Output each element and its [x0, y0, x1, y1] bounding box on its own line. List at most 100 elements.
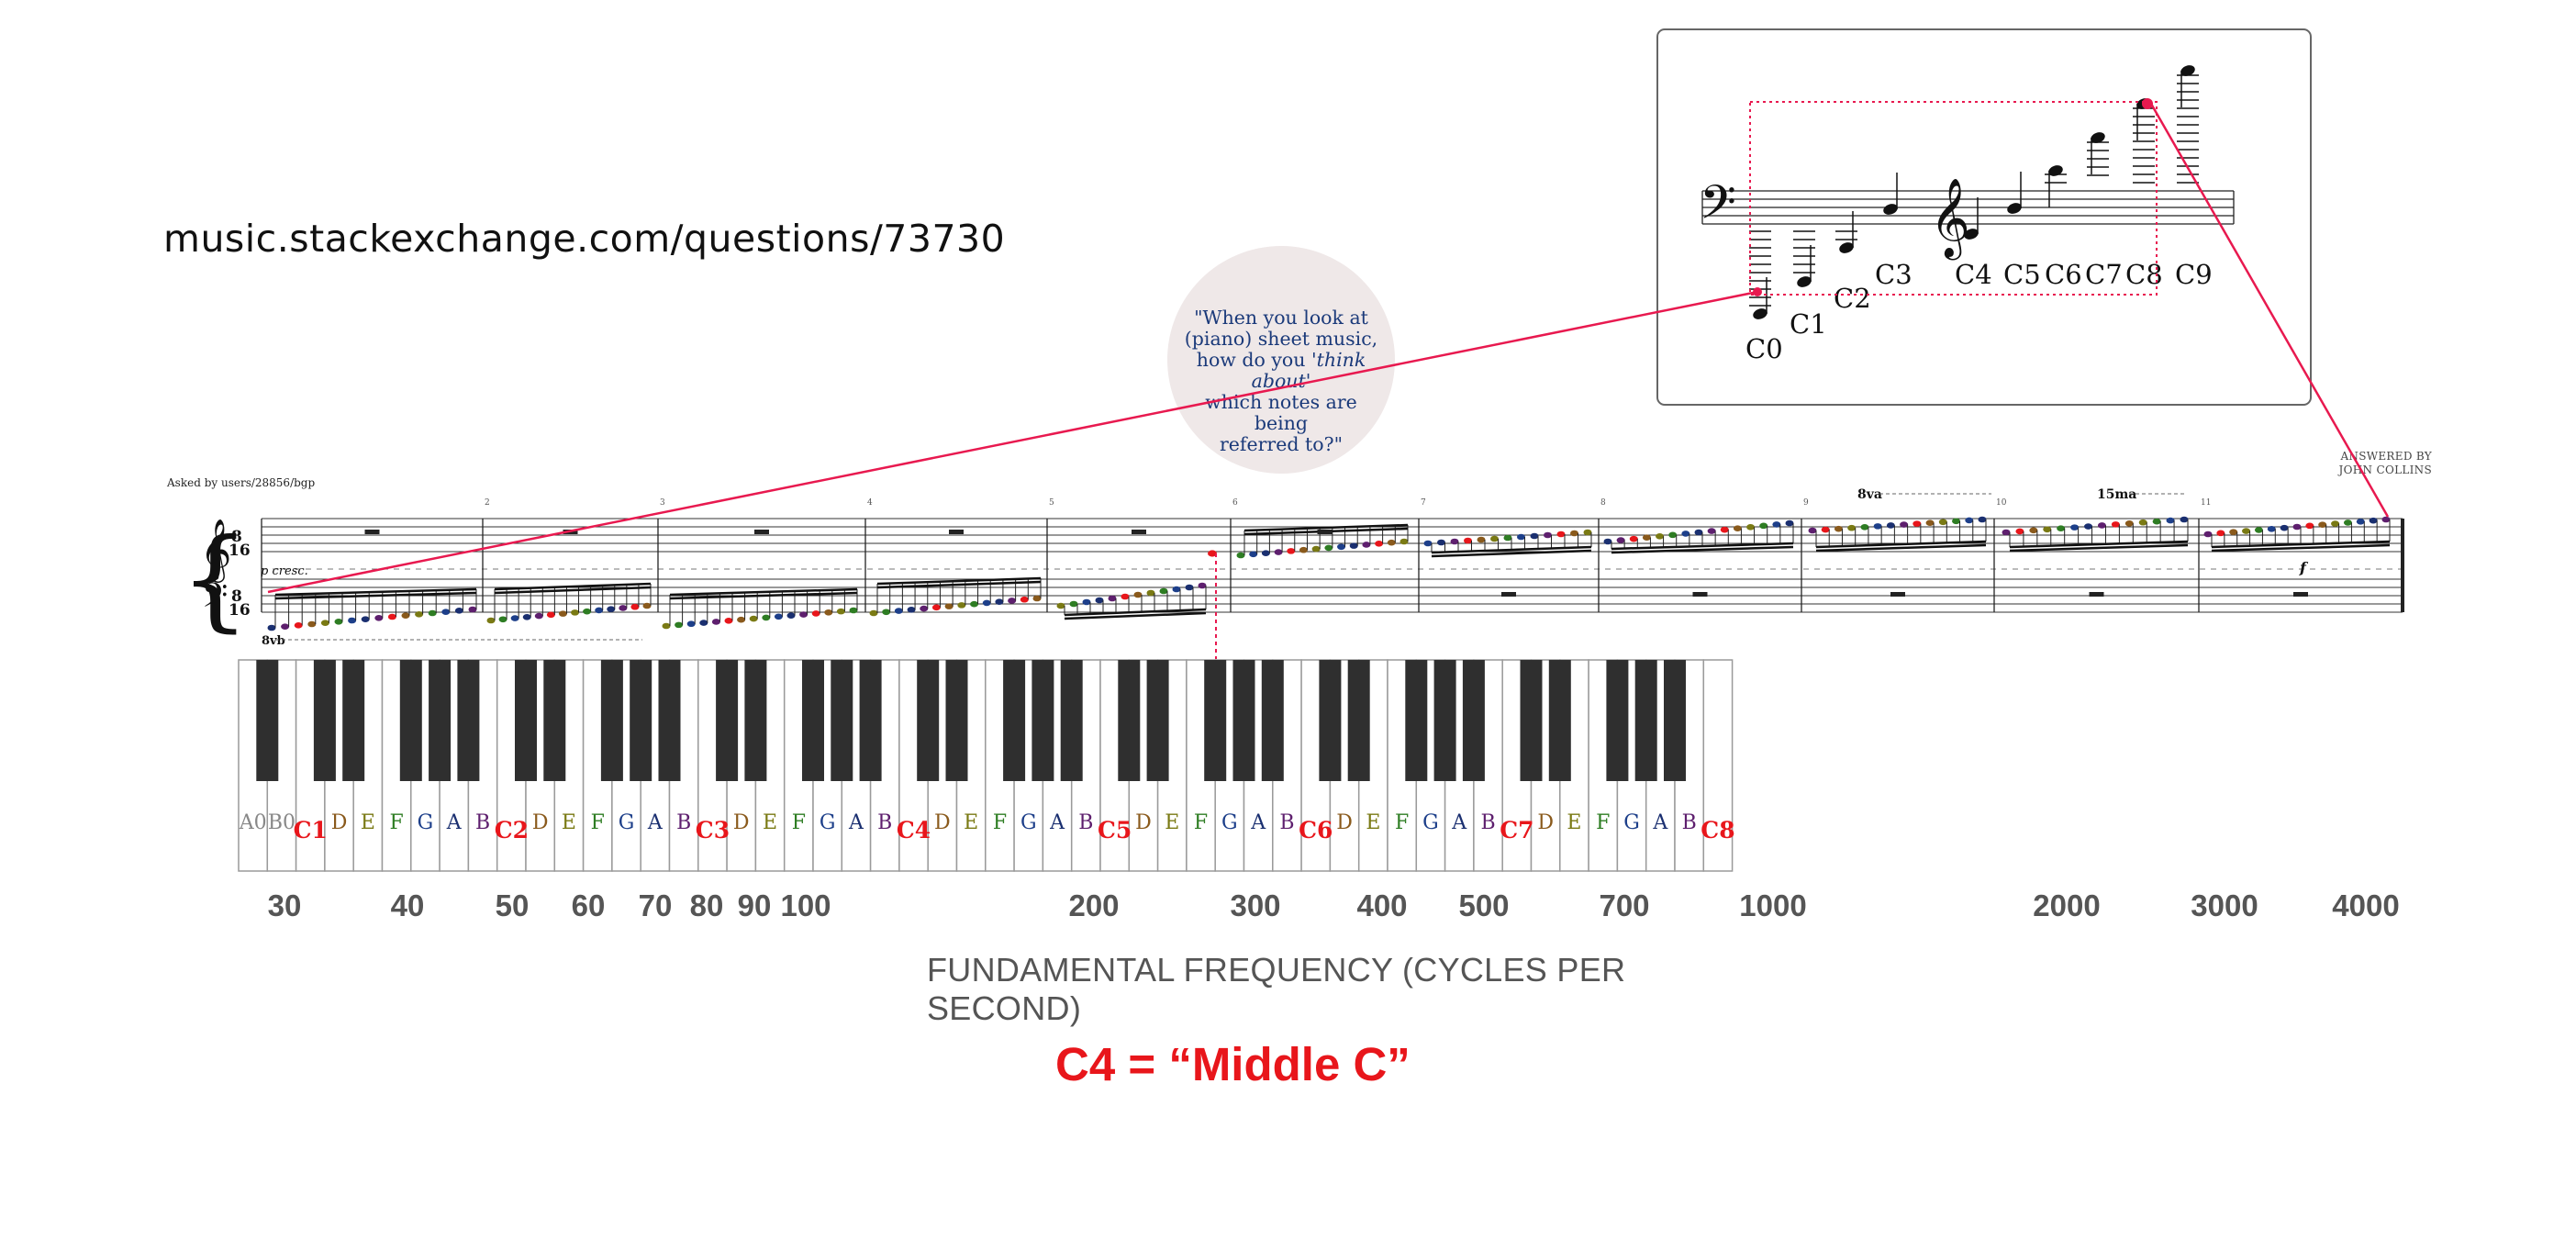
key-label: C2 [495, 817, 529, 843]
note-head [811, 610, 820, 617]
key-label: G [418, 811, 434, 834]
white-key [1702, 659, 1734, 872]
key-label: D [331, 811, 348, 834]
note-head [2111, 521, 2120, 528]
key-label: A [647, 811, 664, 834]
frequency-tick: 200 [1068, 888, 1120, 922]
key-label: C6 [1299, 817, 1333, 843]
black-keys [256, 660, 1686, 781]
key-label: G [1422, 811, 1439, 834]
key-label: E [361, 811, 375, 834]
key-label: E [964, 811, 978, 834]
note-head [1133, 591, 1143, 598]
inset-note-head [1883, 204, 1898, 215]
black-key [600, 660, 623, 781]
inset-octave-label: C5 [2003, 259, 2041, 290]
inset-bass-clef: 𝄢 [1700, 174, 1736, 241]
black-key [630, 660, 652, 781]
key-label: F [591, 811, 605, 834]
key-label: C1 [294, 817, 328, 843]
note-head [662, 622, 671, 630]
note-head [957, 602, 966, 609]
key-label: B [475, 811, 490, 834]
note-head [522, 614, 531, 620]
key-label: B [1480, 811, 1495, 834]
black-key [1462, 660, 1485, 781]
key-label: A [1451, 811, 1467, 834]
black-key [1060, 660, 1083, 781]
inset-staff [1701, 190, 2235, 225]
inset-octave-label: C1 [1790, 308, 1827, 340]
key-label: E [1165, 811, 1179, 834]
note-head [786, 612, 796, 619]
time-signature-bottom-bass: 16 [229, 601, 251, 620]
black-key [1520, 660, 1543, 781]
note-head [267, 624, 276, 631]
frequency-tick: 1000 [1739, 888, 1807, 922]
note-beam [1064, 611, 1207, 620]
inset-octave-label: C3 [1875, 259, 1912, 290]
black-key [256, 660, 279, 781]
note-head [281, 623, 290, 630]
inset-octave-label: C6 [2045, 259, 2082, 290]
inset-octave-label: C4 [1955, 259, 1992, 290]
note-head [498, 616, 507, 623]
note-head [294, 622, 303, 629]
key-label: B [1078, 811, 1093, 834]
note-head [595, 607, 604, 614]
note-head [2356, 518, 2365, 525]
key-label: D [934, 811, 951, 834]
note-head [415, 611, 424, 618]
note-head [1860, 524, 1869, 531]
inset-note-head [1797, 276, 1812, 287]
black-key [1433, 660, 1456, 781]
note-head [1008, 598, 1017, 604]
note-beam [1815, 543, 1987, 553]
note-head [510, 615, 519, 621]
key-label: B0 [268, 811, 296, 834]
measure-number: 9 [1803, 498, 1809, 508]
note-head [737, 616, 746, 623]
frequency-tick: 30 [267, 888, 302, 922]
note-head [1759, 522, 1768, 530]
note-head [2331, 520, 2340, 527]
note-head [774, 613, 783, 620]
note-head [2292, 523, 2302, 531]
note-beam [2009, 543, 2189, 553]
note-head [2318, 521, 2327, 529]
note-head [2229, 529, 2238, 536]
key-label: A0 [239, 811, 267, 834]
key-label: D [1135, 811, 1152, 834]
note-head [441, 609, 451, 615]
note-head [970, 600, 979, 608]
note-head [824, 609, 833, 616]
black-key [1032, 660, 1054, 781]
note-beam [1815, 540, 1987, 549]
note-head [1847, 524, 1857, 531]
time-signature-top-treble: 8 [231, 528, 242, 546]
note-head [2097, 522, 2106, 529]
note-head [361, 616, 370, 622]
note-head [1785, 519, 1794, 527]
black-key [1261, 660, 1284, 781]
black-key [1003, 660, 1026, 781]
black-key [1146, 660, 1169, 781]
note-head [1095, 597, 1104, 604]
frequency-tick: 2000 [2033, 888, 2101, 922]
key-label: C3 [696, 817, 730, 843]
note-head [1978, 516, 1987, 523]
note-head [401, 612, 410, 619]
black-key [1606, 660, 1629, 781]
note-head [374, 615, 384, 621]
note-beam [669, 591, 858, 600]
key-label: E [1567, 811, 1581, 834]
note-head [2057, 525, 2066, 531]
note-head [1069, 600, 1078, 608]
key-label: G [619, 811, 635, 834]
note-head [2084, 523, 2093, 530]
key-label: B [1682, 811, 1697, 834]
note-head [2242, 528, 2251, 534]
